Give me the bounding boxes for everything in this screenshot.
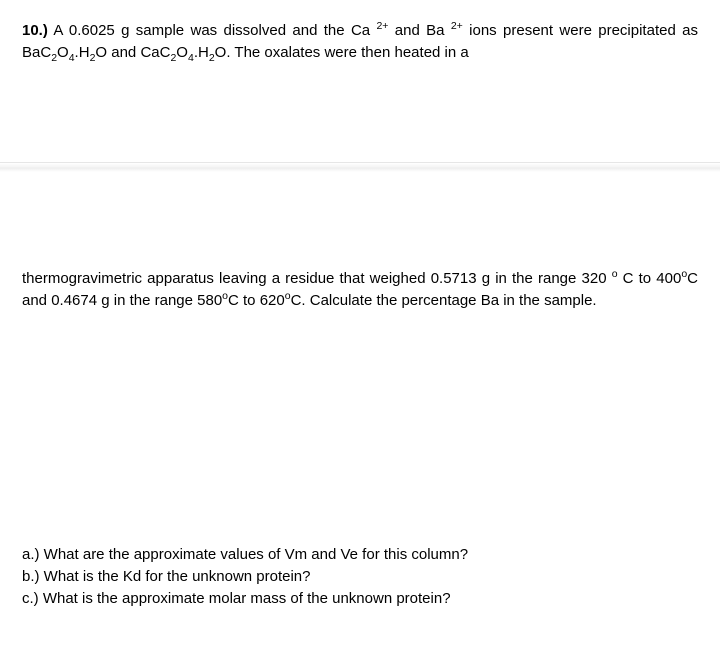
chem-text: H <box>79 44 90 61</box>
chem-text: O <box>95 44 107 61</box>
ba-charge: 2+ <box>451 20 463 32</box>
part-a: a.) What are the approximate values of V… <box>22 544 698 566</box>
ca-charge: 2+ <box>376 20 388 32</box>
intro-tail: . The oxalates were then heated in a <box>226 44 468 61</box>
cont-text: C to 400 <box>618 270 682 287</box>
question-continuation: thermogravimetric apparatus leaving a re… <box>22 268 698 312</box>
cont-text: C to 620 <box>228 292 285 309</box>
question-intro: 10.) A 0.6025 g sample was dissolved and… <box>22 20 698 64</box>
part-b: b.) What is the Kd for the unknown prote… <box>22 566 698 588</box>
chem-text: O <box>215 44 227 61</box>
chem-text: H <box>198 44 209 61</box>
part-c: c.) What is the approximate molar mass o… <box>22 588 698 610</box>
cont-text: C. Calculate the percentage Ba in the sa… <box>291 292 597 309</box>
intro-text-between: and Ba <box>388 22 450 39</box>
intro-text-1: A 0.6025 g sample was dissolved and the … <box>53 22 376 39</box>
sub-questions: a.) What are the approximate values of V… <box>22 544 698 609</box>
chem-text: O <box>57 44 69 61</box>
chem-text: O <box>176 44 188 61</box>
page: 10.) A 0.6025 g sample was dissolved and… <box>0 0 720 646</box>
chem-text: and CaC <box>107 44 170 61</box>
cont-text: thermogravimetric apparatus leaving a re… <box>22 270 612 287</box>
page-divider <box>0 162 720 172</box>
question-number: 10.) <box>22 22 48 39</box>
